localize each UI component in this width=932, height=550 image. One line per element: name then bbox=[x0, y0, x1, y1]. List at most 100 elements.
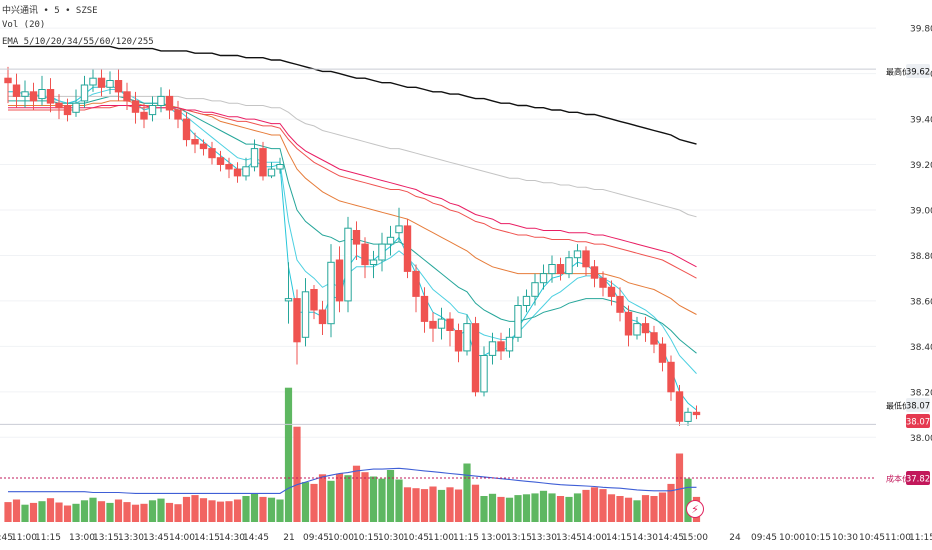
price-tick-label: 38.20 bbox=[910, 388, 932, 398]
candle bbox=[607, 280, 616, 306]
candle bbox=[80, 75, 89, 108]
time-tick-label: 13:30 bbox=[118, 533, 144, 543]
volume-bar bbox=[148, 500, 157, 522]
time-tick-label: 13:00 bbox=[69, 533, 95, 543]
volume-bar bbox=[208, 500, 216, 522]
candle bbox=[199, 139, 208, 156]
cost-price-box bbox=[906, 471, 930, 485]
volume-bar bbox=[590, 487, 599, 522]
candle-body bbox=[565, 257, 573, 275]
volume-bar bbox=[131, 504, 140, 522]
candle-body bbox=[624, 311, 633, 336]
time-tick-label: 14:45 bbox=[658, 533, 684, 543]
low-price-badge-value: 38.07 bbox=[906, 402, 930, 412]
time-tick-label: 24 bbox=[729, 533, 741, 543]
volume-bar bbox=[667, 483, 675, 522]
candle-body bbox=[454, 330, 463, 352]
volume-bar bbox=[46, 498, 55, 522]
time-tick-label: 10:30 bbox=[378, 533, 404, 543]
candle bbox=[63, 98, 72, 122]
symbol-legend[interactable]: 中兴通讯 • 5 • SZSE bbox=[2, 6, 98, 16]
candle-body bbox=[488, 341, 497, 356]
volume-bar bbox=[497, 496, 505, 522]
volume-bar bbox=[352, 465, 361, 522]
volume-bar bbox=[531, 493, 539, 522]
volume-bar bbox=[55, 502, 63, 522]
time-axis[interactable]: 14:4511:0011:1513:0013:1513:3013:4514:00… bbox=[0, 533, 932, 543]
ema-line bbox=[8, 84, 697, 411]
volume-bar bbox=[650, 496, 658, 522]
candle-body bbox=[140, 111, 148, 120]
high-price-badge-value: 39.62 bbox=[906, 68, 930, 78]
volume-bar bbox=[29, 502, 38, 522]
volume-bar bbox=[233, 499, 242, 522]
candle bbox=[38, 75, 46, 106]
volume-bar bbox=[565, 496, 573, 522]
last-price-box bbox=[906, 414, 930, 428]
volume-bar bbox=[463, 463, 471, 522]
candle-body bbox=[335, 259, 344, 302]
candle bbox=[531, 273, 539, 306]
time-tick-label: 14:15 bbox=[194, 533, 220, 543]
candle bbox=[556, 257, 565, 281]
volume-bar bbox=[157, 498, 165, 522]
volume-bar bbox=[80, 500, 89, 522]
candle bbox=[327, 244, 335, 338]
volume-bar bbox=[4, 502, 12, 522]
volume-bar bbox=[599, 489, 607, 522]
candle-body bbox=[12, 84, 21, 97]
candle bbox=[488, 332, 497, 365]
ema-lines bbox=[8, 45, 697, 411]
candle bbox=[386, 225, 395, 256]
volume-legend[interactable]: Vol (20) bbox=[2, 20, 46, 30]
time-tick-label: 14:30 bbox=[632, 533, 658, 543]
volume-bar bbox=[114, 499, 123, 522]
volume-bar bbox=[123, 502, 131, 522]
candle-body bbox=[369, 259, 378, 265]
high-price-badge-box bbox=[906, 64, 930, 78]
candle-body bbox=[395, 225, 403, 234]
candle bbox=[276, 157, 284, 174]
volume-bar bbox=[505, 497, 514, 522]
volume-bar bbox=[514, 495, 522, 522]
volume-bar bbox=[310, 483, 318, 522]
candle-body bbox=[429, 320, 437, 329]
ema-legend[interactable]: EMA 5/10/20/34/55/60/120/255 bbox=[2, 37, 154, 47]
time-tick-label: 10:00 bbox=[328, 533, 354, 543]
candle-body bbox=[480, 355, 488, 393]
volume-bar bbox=[548, 493, 556, 522]
time-tick-label: 14:00 bbox=[581, 533, 607, 543]
candle bbox=[692, 405, 701, 420]
candle-body bbox=[607, 286, 616, 297]
volume-bar bbox=[165, 502, 174, 522]
candle bbox=[539, 264, 548, 290]
candle-body bbox=[157, 95, 165, 107]
volume-bar bbox=[633, 500, 641, 522]
candle-body bbox=[497, 341, 505, 352]
volume-bar bbox=[140, 503, 148, 522]
candle-body bbox=[123, 91, 131, 102]
candle bbox=[471, 316, 480, 397]
candle bbox=[157, 87, 165, 113]
low-price-badge-box bbox=[906, 398, 930, 412]
candle bbox=[106, 71, 114, 95]
candle-body bbox=[131, 100, 140, 113]
candle-body bbox=[590, 266, 599, 279]
candle bbox=[46, 78, 55, 113]
candle-body bbox=[675, 391, 684, 422]
candle-body bbox=[199, 143, 208, 150]
candle-body bbox=[233, 168, 242, 177]
cost-price-value: 37.82 bbox=[906, 475, 930, 485]
lightning-icon[interactable]: ⚡ bbox=[686, 500, 704, 518]
price-axis[interactable]: 39.8039.6039.4039.2039.0038.8038.6038.40… bbox=[910, 25, 932, 444]
candle bbox=[565, 250, 573, 279]
candle bbox=[582, 246, 590, 276]
candle-body bbox=[378, 243, 386, 261]
candle bbox=[522, 289, 531, 313]
volume-bar bbox=[259, 496, 267, 522]
candle-body bbox=[582, 250, 590, 268]
price-tick-label: 39.40 bbox=[910, 116, 932, 126]
price-tick-label: 38.60 bbox=[910, 297, 932, 307]
candle bbox=[403, 219, 412, 279]
